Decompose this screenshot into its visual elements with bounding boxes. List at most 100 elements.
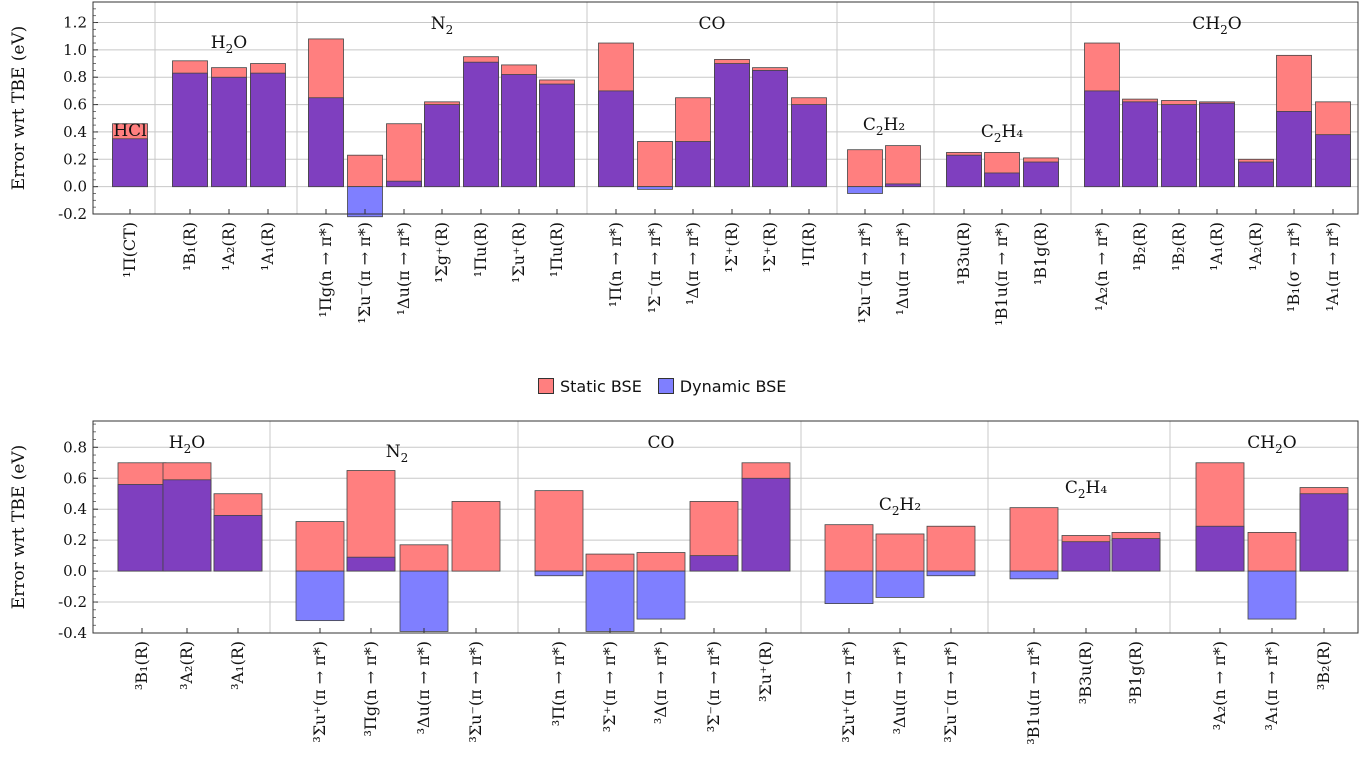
molecule-label: C2H₄: [981, 122, 1023, 145]
x-tick-label: ¹B₁(σ → π*): [1284, 222, 1303, 312]
molecule-name-post: H₄: [1002, 122, 1024, 142]
x-tick-label: ¹Δ(π → π*): [683, 222, 702, 305]
bar-dynamic: [1299, 493, 1349, 572]
bar-dynamic: [501, 74, 537, 188]
bar-dynamic: [539, 83, 575, 188]
bar-dynamic: [213, 514, 263, 572]
x-tick-label: ³B₁(R): [132, 641, 151, 690]
bar-dynamic: [637, 186, 673, 190]
x-tick-label: ¹B1u(π → π*): [992, 222, 1011, 326]
bar-dynamic: [946, 154, 982, 188]
x-tick-label: ³Σ⁺(π → π*): [600, 641, 619, 732]
x-tick-label: ¹A₂(n → π*): [1092, 222, 1111, 311]
x-tick-label: ³Σu⁻(π → π*): [941, 641, 960, 743]
bar-static: [636, 552, 686, 572]
molecule-name: C: [981, 122, 994, 142]
molecule-name-post: H₂: [900, 495, 922, 515]
x-tick-label: ¹B₂(R): [1130, 222, 1149, 271]
molecule-label: C2H₂: [863, 115, 905, 138]
x-tick-label: ¹Πu(R): [471, 222, 490, 277]
molecule-label: N2: [386, 442, 409, 465]
bar-dynamic: [463, 61, 499, 188]
y-tick-label: 0.4: [63, 123, 87, 141]
x-tick-label: ³A₂(n → π*): [1210, 641, 1229, 730]
molecule-subscript: 2: [994, 131, 1002, 145]
x-tick-label: ¹Σ⁺(R): [760, 222, 779, 273]
bar-dynamic: [585, 570, 635, 632]
legend-label-static: Static BSE: [560, 376, 642, 396]
molecule-name-post: O: [1283, 433, 1297, 453]
x-tick-label: ¹B1g(R): [1031, 222, 1050, 285]
x-tick-label: ³B₂(R): [1314, 641, 1333, 690]
x-tick-label: ¹B3u(R): [954, 222, 973, 285]
molecule-subscript: 2: [401, 451, 409, 465]
bar-dynamic: [689, 555, 739, 572]
bar-dynamic: [885, 183, 921, 188]
bar-dynamic: [752, 69, 788, 188]
bar-dynamic: [875, 570, 925, 598]
x-tick-label: ³A₁(R): [228, 641, 247, 690]
molecule-name: CH: [1192, 14, 1220, 34]
bar-dynamic: [791, 104, 827, 188]
bar-dynamic: [1247, 570, 1297, 620]
bar-dynamic: [1111, 538, 1161, 572]
molecule-label: C2H₂: [879, 495, 921, 518]
molecule-name: CO: [648, 433, 675, 453]
bar-static: [386, 123, 422, 188]
x-tick-label: ³Σu⁻(π → π*): [466, 641, 485, 743]
molecule-subscript: 2: [184, 442, 192, 456]
x-tick-label: ¹Π(R): [799, 222, 818, 267]
legend-item-static: Static BSE: [538, 377, 642, 396]
bar-dynamic: [1009, 570, 1059, 580]
bar-dynamic: [1276, 111, 1312, 188]
bar-dynamic: [162, 479, 212, 572]
x-tick-label: ¹Σu⁻(π → π*): [855, 222, 874, 324]
x-tick-label: ¹Σg⁺(R): [432, 222, 451, 283]
x-tick-label: ¹B₂(R): [1169, 222, 1188, 271]
bar-dynamic: [847, 186, 883, 194]
bar-dynamic: [1023, 161, 1059, 188]
y-axis-label: Error wrt TBE (eV): [9, 445, 29, 610]
molecule-name: C: [863, 115, 876, 135]
x-tick-label: ¹Δu(π → π*): [893, 222, 912, 315]
bar-dynamic: [172, 72, 208, 188]
bar-dynamic: [346, 556, 396, 572]
chart-triplet-excitations: -0.4 -0.2 0.0 0.2 0.4 0.6 0.8 Error wrt TBE (eV…: [9, 420, 1359, 745]
y-tick-label: 0.2: [63, 150, 87, 168]
x-tick-label: ³B1u(π → π*): [1024, 641, 1043, 745]
x-tick-label: ¹Σu⁺(R): [509, 222, 528, 283]
molecule-name-post: O: [233, 33, 247, 53]
x-tick-label: ³Σu⁺(π → π*): [839, 641, 858, 743]
x-tick-label: ³Σu⁺(R): [756, 641, 775, 702]
x-tick-label: ¹A₁(R): [1207, 222, 1226, 271]
molecule-label: CH2O: [1247, 433, 1296, 456]
molecule-subscript: 2: [446, 23, 454, 37]
plot-frame: [92, 420, 1359, 634]
x-tick-label: ³A₂(R): [177, 641, 196, 690]
x-tick-label: ¹A₂(R): [1246, 222, 1265, 271]
molecule-name: C: [879, 495, 892, 515]
bar-dynamic: [308, 97, 344, 188]
legend-label-dynamic: Dynamic BSE: [679, 376, 787, 396]
bar-dynamic: [117, 484, 167, 572]
molecule-name-post: O: [191, 433, 205, 453]
y-tick-label: 0.0: [63, 178, 87, 196]
y-tick-label: 0.8: [63, 68, 87, 86]
molecule-name: H: [211, 33, 226, 53]
molecule-name: HCl: [113, 121, 146, 141]
bar-dynamic: [741, 477, 791, 572]
bar-static: [451, 501, 501, 572]
chart-singlet-excitations: -0.2 0.0 0.2 0.4 0.6 0.8 1.0 1.2 Error wrt TBE (…: [9, 1, 1359, 326]
bar-dynamic: [1084, 90, 1120, 188]
bar-dynamic: [926, 570, 976, 577]
x-tick-label: ¹Π(n → π*): [606, 222, 625, 307]
x-tick-label: ³Δu(π → π*): [414, 641, 433, 734]
bar-static: [824, 524, 874, 572]
x-tick-label: ¹A₁(π → π*): [1323, 222, 1342, 311]
bar-dynamic: [598, 90, 634, 188]
bar-dynamic: [424, 104, 460, 188]
x-tick-label: ¹Π(CT): [120, 222, 139, 278]
molecule-name-post: O: [1228, 14, 1242, 34]
molecule-subscript: 2: [892, 504, 900, 518]
